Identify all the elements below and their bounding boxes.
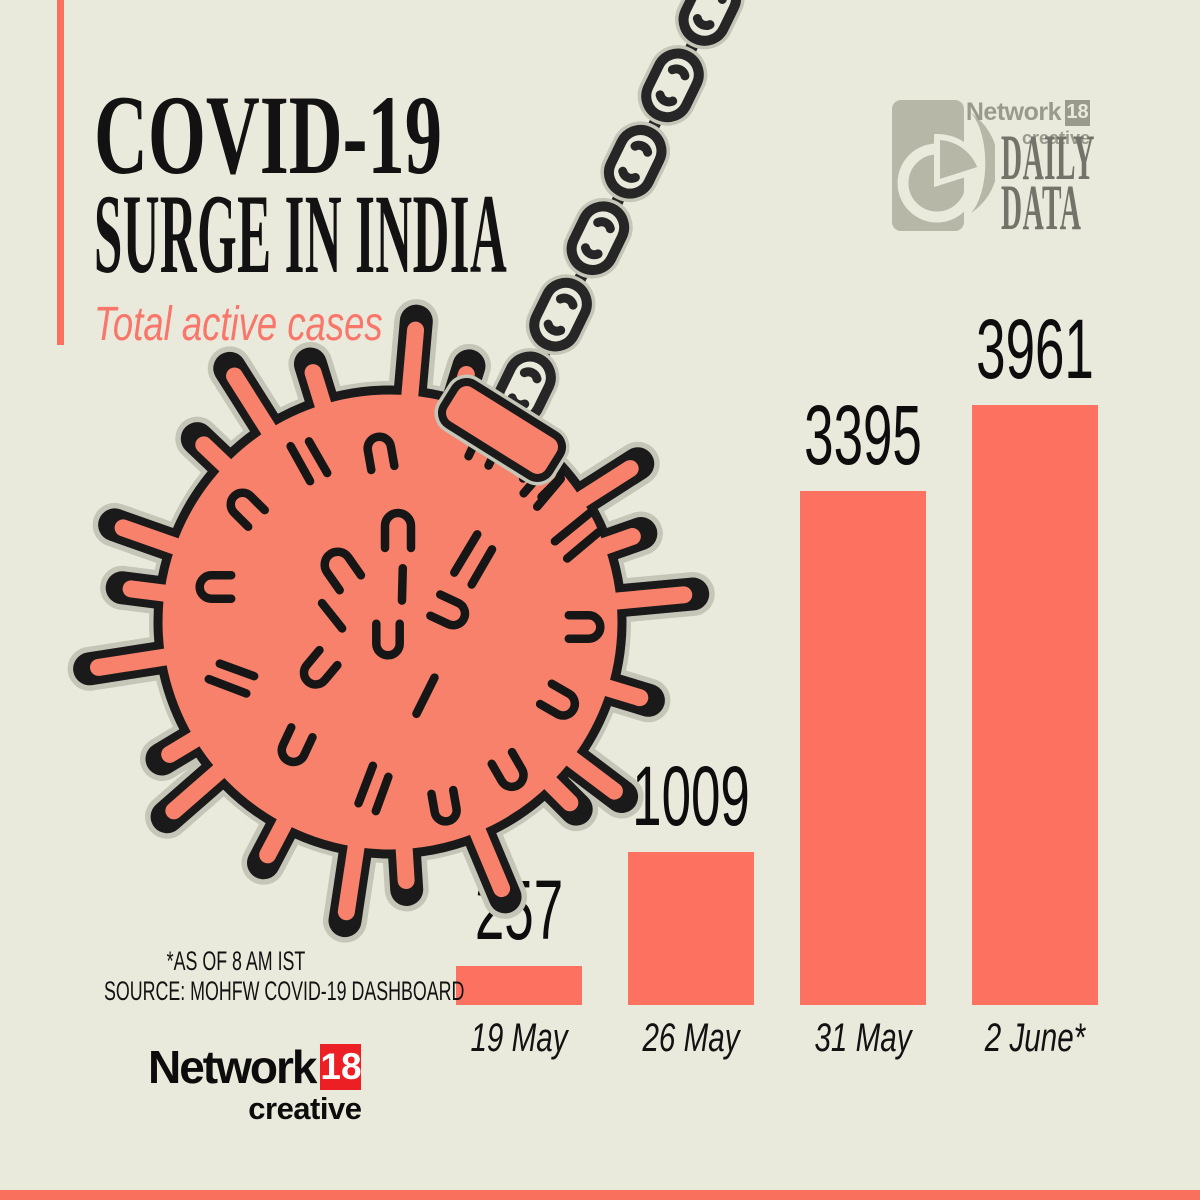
chart-bar bbox=[628, 852, 754, 1005]
bar-category-label: 31 May bbox=[814, 1016, 912, 1060]
accent-vertical-bar bbox=[57, 0, 64, 345]
network18-creative-logo-top: Network 18 creative bbox=[966, 98, 1090, 149]
eighteen-badge: 18 bbox=[1065, 99, 1090, 126]
bar-value-label: 257 bbox=[474, 863, 564, 958]
bar-value-label: 3961 bbox=[976, 302, 1094, 396]
chart-bar bbox=[972, 405, 1098, 1005]
eighteen-badge: 18 bbox=[320, 1044, 362, 1090]
bar-category-label: 26 May bbox=[642, 1016, 740, 1060]
creative-wordmark: creative bbox=[248, 1091, 362, 1126]
daily-line1: DAILY bbox=[1001, 122, 1095, 194]
chart-bar bbox=[800, 490, 926, 1005]
bottom-accent-strip bbox=[0, 1190, 1200, 1200]
daily-data-logo-mark-icon bbox=[892, 100, 995, 231]
footnote-line2: SOURCE: MOHFW COVID-19 DASHBOARD bbox=[104, 976, 465, 1006]
title-line2: SURGE IN INDIA bbox=[94, 172, 508, 297]
chart-subtitle: Total active cases bbox=[94, 298, 383, 351]
creative-wordmark: creative bbox=[1021, 128, 1090, 148]
source-footnote: *AS OF 8 AM IST SOURCE: MOHFW COVID-19 D… bbox=[36, 946, 465, 1006]
network-wordmark: Network bbox=[965, 98, 1062, 126]
daily-data-wordmark: DAILY DATA bbox=[1001, 122, 1200, 244]
footnote-line1: *AS OF 8 AM IST bbox=[166, 946, 306, 976]
bar-value-label: 3395 bbox=[804, 387, 922, 482]
title-line1: COVID-19 bbox=[94, 73, 443, 198]
bar-value-label: 1009 bbox=[632, 749, 750, 844]
daily-line2: DATA bbox=[1001, 172, 1082, 244]
chart-bar bbox=[456, 966, 582, 1005]
bar-category-label: 2 June* bbox=[984, 1016, 1086, 1060]
bar-category-label: 19 May bbox=[470, 1016, 568, 1060]
page-title: COVID-19 SURGE IN INDIA bbox=[94, 73, 1012, 297]
network-wordmark: Network bbox=[148, 1041, 317, 1093]
network18-creative-logo-bottom: Network 18 creative bbox=[148, 1041, 362, 1127]
